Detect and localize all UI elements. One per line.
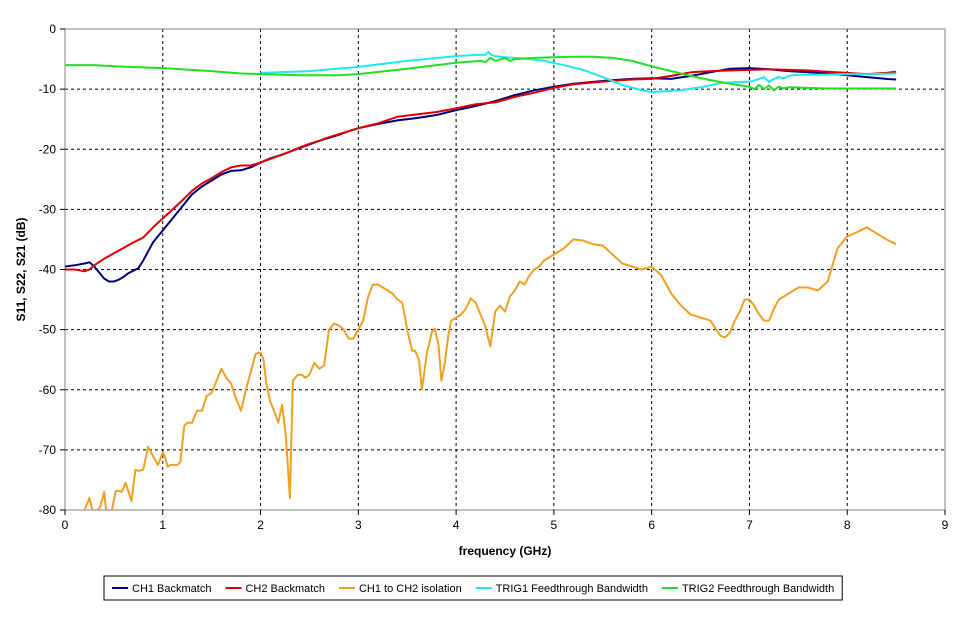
y-tick-label: -10 bbox=[39, 82, 57, 96]
y-tick-label: -30 bbox=[39, 202, 57, 216]
x-tick-label: 3 bbox=[355, 518, 362, 532]
y-tick-label: -20 bbox=[39, 142, 57, 156]
legend-label-5: TRIG2 Feedthrough Bandwidth bbox=[682, 583, 834, 595]
series-line-5 bbox=[65, 55, 897, 92]
legend-label-2: CH2 Backmatch bbox=[245, 583, 324, 595]
legend-label-3: CH1 to CH2 isolation bbox=[359, 583, 462, 595]
x-tick-label: 6 bbox=[648, 518, 655, 532]
y-tick-label: -50 bbox=[39, 323, 57, 337]
y-axis-title: S11, S22, S21 (dB) bbox=[14, 217, 28, 321]
series-lines bbox=[65, 50, 897, 510]
y-tick-label: 0 bbox=[49, 22, 56, 36]
series-line-4 bbox=[260, 50, 897, 94]
x-tick-label: 4 bbox=[453, 518, 460, 532]
y-tick-label: -80 bbox=[39, 503, 57, 517]
legend-label-1: CH1 Backmatch bbox=[132, 583, 211, 595]
x-tick-label: 9 bbox=[942, 518, 949, 532]
series-line-3 bbox=[83, 226, 897, 510]
x-tick-label: 0 bbox=[62, 518, 69, 532]
y-tick-label: -40 bbox=[39, 263, 57, 277]
legend-label-4: TRIG1 Feedthrough Bandwidth bbox=[496, 583, 648, 595]
y-tick-label: -70 bbox=[39, 443, 57, 457]
axis-ticks: 0 1 2 3 4 5 6 7 8 9 0 -10 -20 -30 -40 -50 -60 -70 -80 bbox=[39, 22, 949, 532]
x-tick-label: 8 bbox=[844, 518, 851, 532]
x-tick-label: 7 bbox=[746, 518, 753, 532]
x-tick-label: 5 bbox=[551, 518, 558, 532]
series-line-2 bbox=[65, 68, 897, 273]
legend: CH1 Backmatch CH2 Backmatch CH1 to CH2 iso… bbox=[103, 575, 843, 601]
x-axis-title: frequency (GHz) bbox=[459, 544, 552, 558]
x-tick-label: 2 bbox=[257, 518, 264, 532]
x-tick-label: 1 bbox=[159, 518, 166, 532]
y-tick-label: -60 bbox=[39, 383, 57, 397]
